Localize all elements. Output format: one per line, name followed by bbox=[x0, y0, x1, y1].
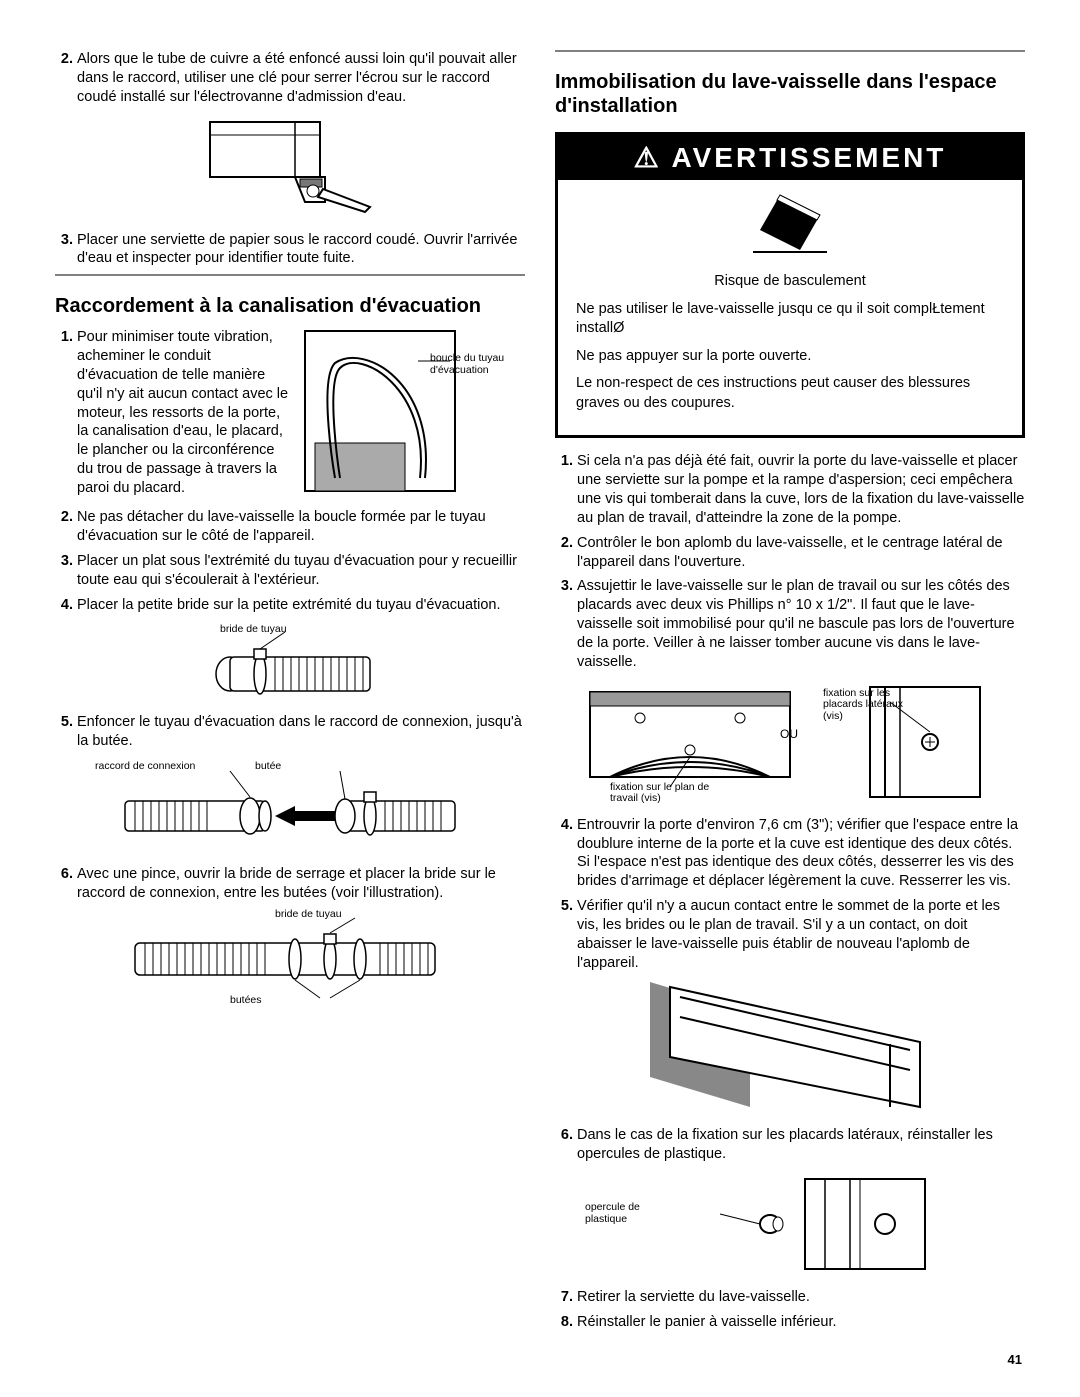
step-text: Si cela n'a pas déjà été fait, ouvrir la… bbox=[577, 452, 1025, 527]
warning-title: AVERTISSEMENT bbox=[671, 142, 946, 173]
warning-text: Ne pas utiliser le lave-vaisselle jusqu … bbox=[576, 300, 1004, 339]
step-text: Ne pas détacher du lave-vaisselle la bou… bbox=[77, 508, 525, 546]
step-number: 3. bbox=[555, 577, 573, 671]
step-number: 1. bbox=[55, 328, 73, 498]
list-item: 8. Réinstaller le panier à vaisselle inf… bbox=[555, 1313, 1025, 1332]
list-item: 3. Placer un plat sous l'extrémité du tu… bbox=[55, 552, 525, 590]
left-column: 2. Alors que le tube de cuivre a été enf… bbox=[55, 50, 525, 1338]
step-text: Contrôler le bon aplomb du lave-vaissell… bbox=[577, 534, 1025, 572]
warning-pictogram bbox=[558, 180, 1022, 266]
step-number: 6. bbox=[555, 1126, 573, 1164]
figure-drain-loop: boucle du tuyau d'évacuation bbox=[300, 328, 525, 508]
figure-label: fixation sur les placards latéraux (vis) bbox=[823, 688, 903, 723]
list-item: 1. Pour minimiser toute vibration, achem… bbox=[55, 328, 290, 498]
section-title-securing: Immobilisation du lave-vaisselle dans l'… bbox=[555, 70, 1025, 118]
step-number: 2. bbox=[55, 508, 73, 546]
list-item: 6. Avec une pince, ouvrir la bride de se… bbox=[55, 865, 525, 903]
divider bbox=[555, 50, 1025, 52]
section-title-drain: Raccordement à la canalisation d'évacuat… bbox=[55, 294, 525, 318]
list-item: 2. Ne pas détacher du lave-vaisselle la … bbox=[55, 508, 525, 546]
step-text: Enfoncer le tuyau d'évacuation dans le r… bbox=[77, 713, 525, 751]
two-column-layout: 2. Alors que le tube de cuivre a été enf… bbox=[55, 50, 1025, 1338]
list-item: 5. Vérifier qu'il n'y a aucun contact en… bbox=[555, 897, 1025, 972]
step-number: 2. bbox=[555, 534, 573, 572]
list-item: 6. Dans le cas de la fixation sur les pl… bbox=[555, 1126, 1025, 1164]
figure-label: fixation sur le plan de travail (vis) bbox=[610, 782, 730, 805]
step-text: Retirer la serviette du lave-vaisselle. bbox=[577, 1288, 1025, 1307]
warning-risk: Risque de basculement bbox=[576, 272, 1004, 292]
step-text: Avec une pince, ouvrir la bride de serra… bbox=[77, 865, 525, 903]
warning-triangle-icon: ⚠ bbox=[634, 142, 662, 173]
step-text: Assujettir le lave-vaisselle sur le plan… bbox=[577, 577, 1025, 671]
figure-mounting: OU fixation sur le plan de travail (vis)… bbox=[555, 682, 1025, 802]
step-text: Dans le cas de la fixation sur les placa… bbox=[577, 1126, 1025, 1164]
step-number: 5. bbox=[555, 897, 573, 972]
step-number: 2. bbox=[55, 50, 73, 107]
list-item: 4. Placer la petite bride sur la petite … bbox=[55, 596, 525, 615]
divider bbox=[55, 274, 525, 276]
warning-header: ⚠ AVERTISSEMENT bbox=[558, 135, 1022, 180]
list-item: 1. Si cela n'a pas déjà été fait, ouvrir… bbox=[555, 452, 1025, 527]
step-number: 1. bbox=[555, 452, 573, 527]
page-number: 41 bbox=[1008, 1352, 1022, 1367]
right-column: Immobilisation du lave-vaisselle dans l'… bbox=[555, 50, 1025, 1338]
step-number: 7. bbox=[555, 1288, 573, 1307]
figure-label: raccord de connexion bbox=[95, 761, 195, 773]
list-item: 3. Placer une serviette de papier sous l… bbox=[55, 231, 525, 269]
step-text: Placer une serviette de papier sous le r… bbox=[77, 231, 525, 269]
figure-label: boucle du tuyau d'évacuation bbox=[430, 353, 525, 376]
list-item: 3. Assujettir le lave-vaisselle sur le p… bbox=[555, 577, 1025, 671]
figure-label: opercule de plastique bbox=[585, 1202, 655, 1225]
step-text: Placer la petite bride sur la petite ext… bbox=[77, 596, 525, 615]
warning-text: Le non-respect de ces instructions peut … bbox=[576, 374, 1004, 413]
figure-label: butées bbox=[230, 995, 262, 1007]
step-text: Réinstaller le panier à vaisselle inféri… bbox=[577, 1313, 1025, 1332]
figure-hose-clamp: bride de tuyau bbox=[55, 624, 525, 699]
step-text: Vérifier qu'il n'y a aucun contact entre… bbox=[577, 897, 1025, 972]
warning-body: Risque de basculement Ne pas utiliser le… bbox=[558, 266, 1022, 435]
list-item: 4. Entrouvrir la porte d'environ 7,6 cm … bbox=[555, 816, 1025, 891]
figure-label: butée bbox=[255, 761, 281, 773]
step1-with-figure: 1. Pour minimiser toute vibration, achem… bbox=[55, 328, 525, 508]
step-text: Alors que le tube de cuivre a été enfonc… bbox=[77, 50, 525, 107]
warning-text: Ne pas appuyer sur la porte ouverte. bbox=[576, 347, 1004, 367]
step-text: Entrouvrir la porte d'environ 7,6 cm (3"… bbox=[577, 816, 1025, 891]
step-number: 8. bbox=[555, 1313, 573, 1332]
list-item: 2. Contrôler le bon aplomb du lave-vaiss… bbox=[555, 534, 1025, 572]
list-item: 2. Alors que le tube de cuivre a été enf… bbox=[55, 50, 525, 107]
figure-wrench-elbow bbox=[55, 117, 525, 217]
figure-label: bride de tuyau bbox=[275, 909, 342, 921]
step-number: 4. bbox=[555, 816, 573, 891]
step-text: Pour minimiser toute vibration, achemine… bbox=[77, 328, 290, 498]
list-item: 5. Enfoncer le tuyau d'évacuation dans l… bbox=[55, 713, 525, 751]
figure-connector: raccord de connexion butée bbox=[55, 761, 525, 851]
figure-door-clearance bbox=[555, 982, 1025, 1112]
step-number: 5. bbox=[55, 713, 73, 751]
step-number: 3. bbox=[55, 552, 73, 590]
step-number: 6. bbox=[55, 865, 73, 903]
figure-label: bride de tuyau bbox=[220, 624, 287, 636]
step-text: Placer un plat sous l'extrémité du tuyau… bbox=[77, 552, 525, 590]
step-number: 3. bbox=[55, 231, 73, 269]
figure-label-or: OU bbox=[780, 728, 798, 741]
figure-plastic-plug: opercule de plastique bbox=[555, 1174, 1025, 1274]
figure-clamp-checks: bride de tuyau butées bbox=[55, 913, 525, 1008]
step-number: 4. bbox=[55, 596, 73, 615]
warning-box: ⚠ AVERTISSEMENT Risque de basculement Ne… bbox=[555, 132, 1025, 438]
list-item: 7. Retirer la serviette du lave-vaissell… bbox=[555, 1288, 1025, 1307]
